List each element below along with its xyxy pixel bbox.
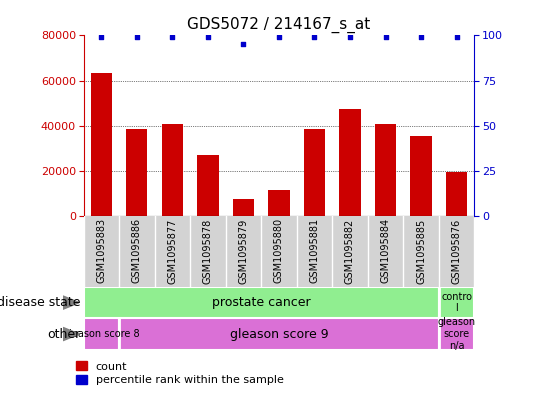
Bar [340,109,361,216]
Bar [91,73,112,216]
Point [239,41,248,48]
Point [168,34,177,40]
Text: prostate cancer: prostate cancer [212,296,310,309]
Text: gleason score 8: gleason score 8 [63,329,140,339]
Point [417,34,425,40]
Text: disease state: disease state [0,296,81,309]
Legend: count, percentile rank within the sample: count, percentile rank within the sample [75,361,284,386]
Polygon shape [63,327,79,341]
Bar [233,199,254,216]
Bar [410,136,432,216]
Point [133,34,141,40]
Text: other: other [47,327,81,341]
Point [452,34,461,40]
Text: gleason score 9: gleason score 9 [230,327,328,341]
Polygon shape [63,296,79,309]
Point [97,34,106,40]
Text: GSM1095886: GSM1095886 [132,218,142,283]
Bar [126,129,148,216]
Bar [119,318,439,350]
Text: GSM1095877: GSM1095877 [167,218,177,284]
Text: GSM1095880: GSM1095880 [274,218,284,283]
Bar [268,190,289,216]
Bar [304,129,325,216]
Bar [446,172,467,216]
Text: GSM1095882: GSM1095882 [345,218,355,283]
Text: GSM1095881: GSM1095881 [309,218,320,283]
Text: GSM1095885: GSM1095885 [416,218,426,283]
Bar [162,123,183,216]
Bar [375,123,396,216]
Point [275,34,284,40]
Bar [439,287,474,318]
Text: GSM1095884: GSM1095884 [381,218,391,283]
Text: contro
l: contro l [441,292,472,313]
Point [204,34,212,40]
Point [310,34,319,40]
Bar [439,318,474,350]
Text: GSM1095879: GSM1095879 [238,218,248,283]
Text: GSM1095878: GSM1095878 [203,218,213,283]
Point [381,34,390,40]
Text: GSM1095876: GSM1095876 [452,218,461,283]
Text: GSM1095883: GSM1095883 [96,218,106,283]
Point [345,34,354,40]
Text: gleason
score
n/a: gleason score n/a [438,318,475,351]
Bar [197,155,218,216]
Title: GDS5072 / 214167_s_at: GDS5072 / 214167_s_at [188,17,370,33]
Bar [84,318,119,350]
